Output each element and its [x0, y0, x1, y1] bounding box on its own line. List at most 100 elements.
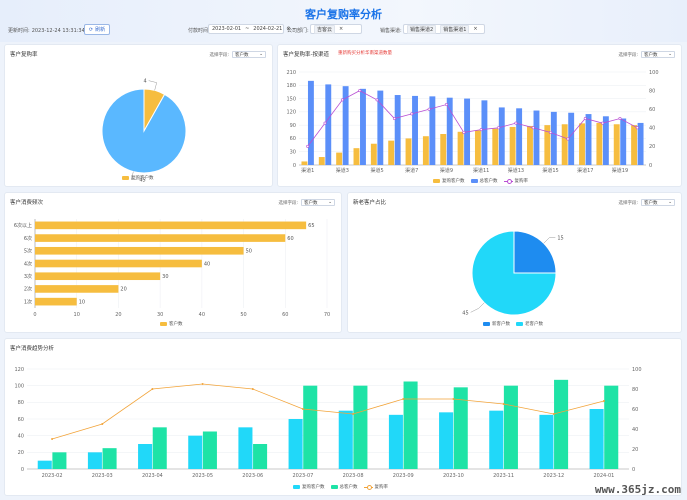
- y-tick-label: 4次: [24, 260, 32, 267]
- rate-point: [452, 398, 455, 400]
- bar-total: [403, 381, 418, 469]
- repurchase-rate-card: 客户复购率 选择字段: 客户数 ⌄ 4 45 复购客户数: [4, 44, 273, 187]
- field-select[interactable]: 选择字段: 客户数 ⌄: [618, 199, 675, 206]
- legend-item[interactable]: 老客户数: [516, 321, 543, 327]
- y2-tick-label: 40: [649, 126, 655, 132]
- bar-total: [568, 112, 575, 165]
- bar-total: [498, 107, 505, 165]
- bar-total: [102, 448, 117, 469]
- channel-tag[interactable]: 销售渠道1: [440, 24, 470, 34]
- rate-point: [479, 128, 483, 132]
- rate-point: [201, 383, 204, 385]
- rate-point: [602, 400, 605, 402]
- rate-point: [549, 130, 553, 134]
- legend-item[interactable]: 新客户数: [483, 321, 510, 327]
- x-tick-label: 渠道7: [405, 167, 418, 174]
- tag-close-icon[interactable]: ×: [473, 26, 478, 32]
- company-select[interactable]: 吉客云 ×: [310, 24, 362, 34]
- frequency-bar: [35, 221, 307, 230]
- bar-total: [412, 95, 418, 165]
- bar-total: [202, 431, 217, 469]
- x-tick-label: 2023-11: [493, 473, 514, 479]
- legend-item[interactable]: 复购率: [503, 178, 528, 184]
- legend-item[interactable]: 复购客户数: [293, 484, 325, 490]
- card-title: 客户复购率: [10, 52, 38, 58]
- bar-total: [516, 108, 523, 165]
- clear-icon[interactable]: ⊗: [286, 26, 291, 32]
- rate-point: [462, 130, 466, 134]
- legend-item[interactable]: 复购率: [363, 484, 388, 490]
- legend-item[interactable]: 复购客户数: [122, 175, 154, 181]
- y2-tick-label: 0: [632, 467, 635, 473]
- tag-close-icon[interactable]: ×: [339, 26, 344, 32]
- rate-point: [323, 121, 327, 125]
- chevron-down-icon: ⌄: [259, 52, 263, 57]
- bar-repurchase: [405, 138, 412, 165]
- x-tick-label: 2023-07: [292, 473, 313, 479]
- bar-repurchase: [301, 161, 308, 165]
- y-tick-label: 0: [293, 163, 296, 169]
- field-select[interactable]: 选择字段: 客户数 ⌄: [278, 199, 335, 206]
- y-tick-label: 100: [14, 383, 24, 389]
- rate-point: [358, 89, 362, 93]
- rate-point: [514, 121, 518, 125]
- y-tick-label: 90: [290, 123, 296, 129]
- frequency-bar: [35, 272, 161, 281]
- legend-item[interactable]: 总客户数: [330, 484, 358, 490]
- bar-repurchase: [138, 444, 153, 469]
- x-tick-label: 10: [74, 312, 80, 318]
- frequency-bar: [35, 246, 244, 255]
- company-label: 公司部门:: [287, 28, 309, 34]
- channel-tag[interactable]: 销售渠道2: [407, 24, 437, 34]
- y2-tick-label: 0: [649, 163, 652, 169]
- date-range-picker[interactable]: 2023-02-01 ~2024-02-21 ⊗: [208, 24, 291, 34]
- pie-label: 4: [143, 79, 146, 85]
- x-tick-label: 20: [115, 312, 121, 318]
- frequency-bar: [35, 234, 286, 242]
- bar-total: [429, 96, 436, 165]
- x-tick-label: 2023-04: [142, 473, 163, 479]
- y2-tick-label: 20: [632, 447, 638, 453]
- x-tick-label: 2023-12: [543, 473, 564, 479]
- field-select[interactable]: 选择字段: 客户数 ⌄: [209, 51, 266, 58]
- legend-item[interactable]: 总客户数: [470, 178, 498, 184]
- y-tick-label: 2次: [24, 286, 32, 293]
- card-title: 新老客户占比: [353, 200, 387, 206]
- bar-repurchase: [589, 409, 604, 469]
- x-tick-label: 2023-06: [242, 473, 263, 479]
- bar-total: [377, 90, 384, 165]
- pie-label-line: [543, 237, 556, 244]
- bar-total: [620, 118, 627, 165]
- legend-item[interactable]: 复购客户数: [433, 178, 465, 184]
- x-tick-label: 渠道19: [612, 167, 628, 174]
- bar-total: [52, 452, 67, 469]
- bar-repurchase: [539, 414, 554, 469]
- bar-repurchase: [188, 435, 203, 469]
- rate-line: [307, 90, 638, 147]
- x-tick-label: 60: [282, 312, 288, 318]
- x-tick-label: 30: [157, 312, 163, 318]
- frequency-bar: [35, 259, 202, 268]
- channel-select[interactable]: 销售渠道2 销售渠道1 ×: [403, 24, 485, 34]
- data-label: 20: [120, 287, 126, 293]
- bar-repurchase: [338, 410, 353, 469]
- x-tick-label: 渠道13: [508, 167, 524, 174]
- frequency-bar: [35, 285, 119, 293]
- page-title: 客户复购率分析: [305, 8, 382, 21]
- bar-repurchase: [440, 134, 447, 165]
- bar-repurchase: [613, 124, 620, 165]
- bar-repurchase: [527, 126, 533, 165]
- trend-chart: 0 20 40 60 80 100 120 0 20 40 60 80 100 2023-02 2023-0…: [14, 367, 641, 479]
- field-select[interactable]: 选择字段: 客户数 ⌄: [618, 51, 675, 58]
- refresh-button[interactable]: ⟳ 刷新: [84, 24, 110, 35]
- x-tick-label: 渠道5: [370, 167, 383, 174]
- bar-repurchase: [422, 136, 429, 165]
- y-tick-label: 3次: [24, 273, 32, 280]
- bar-repurchase: [318, 157, 325, 165]
- legend-item[interactable]: 客户数: [160, 321, 183, 327]
- bar-repurchase: [579, 123, 585, 165]
- rate-point: [340, 98, 344, 102]
- rate-point: [101, 423, 104, 425]
- watermark: www.365jz.com: [594, 483, 681, 496]
